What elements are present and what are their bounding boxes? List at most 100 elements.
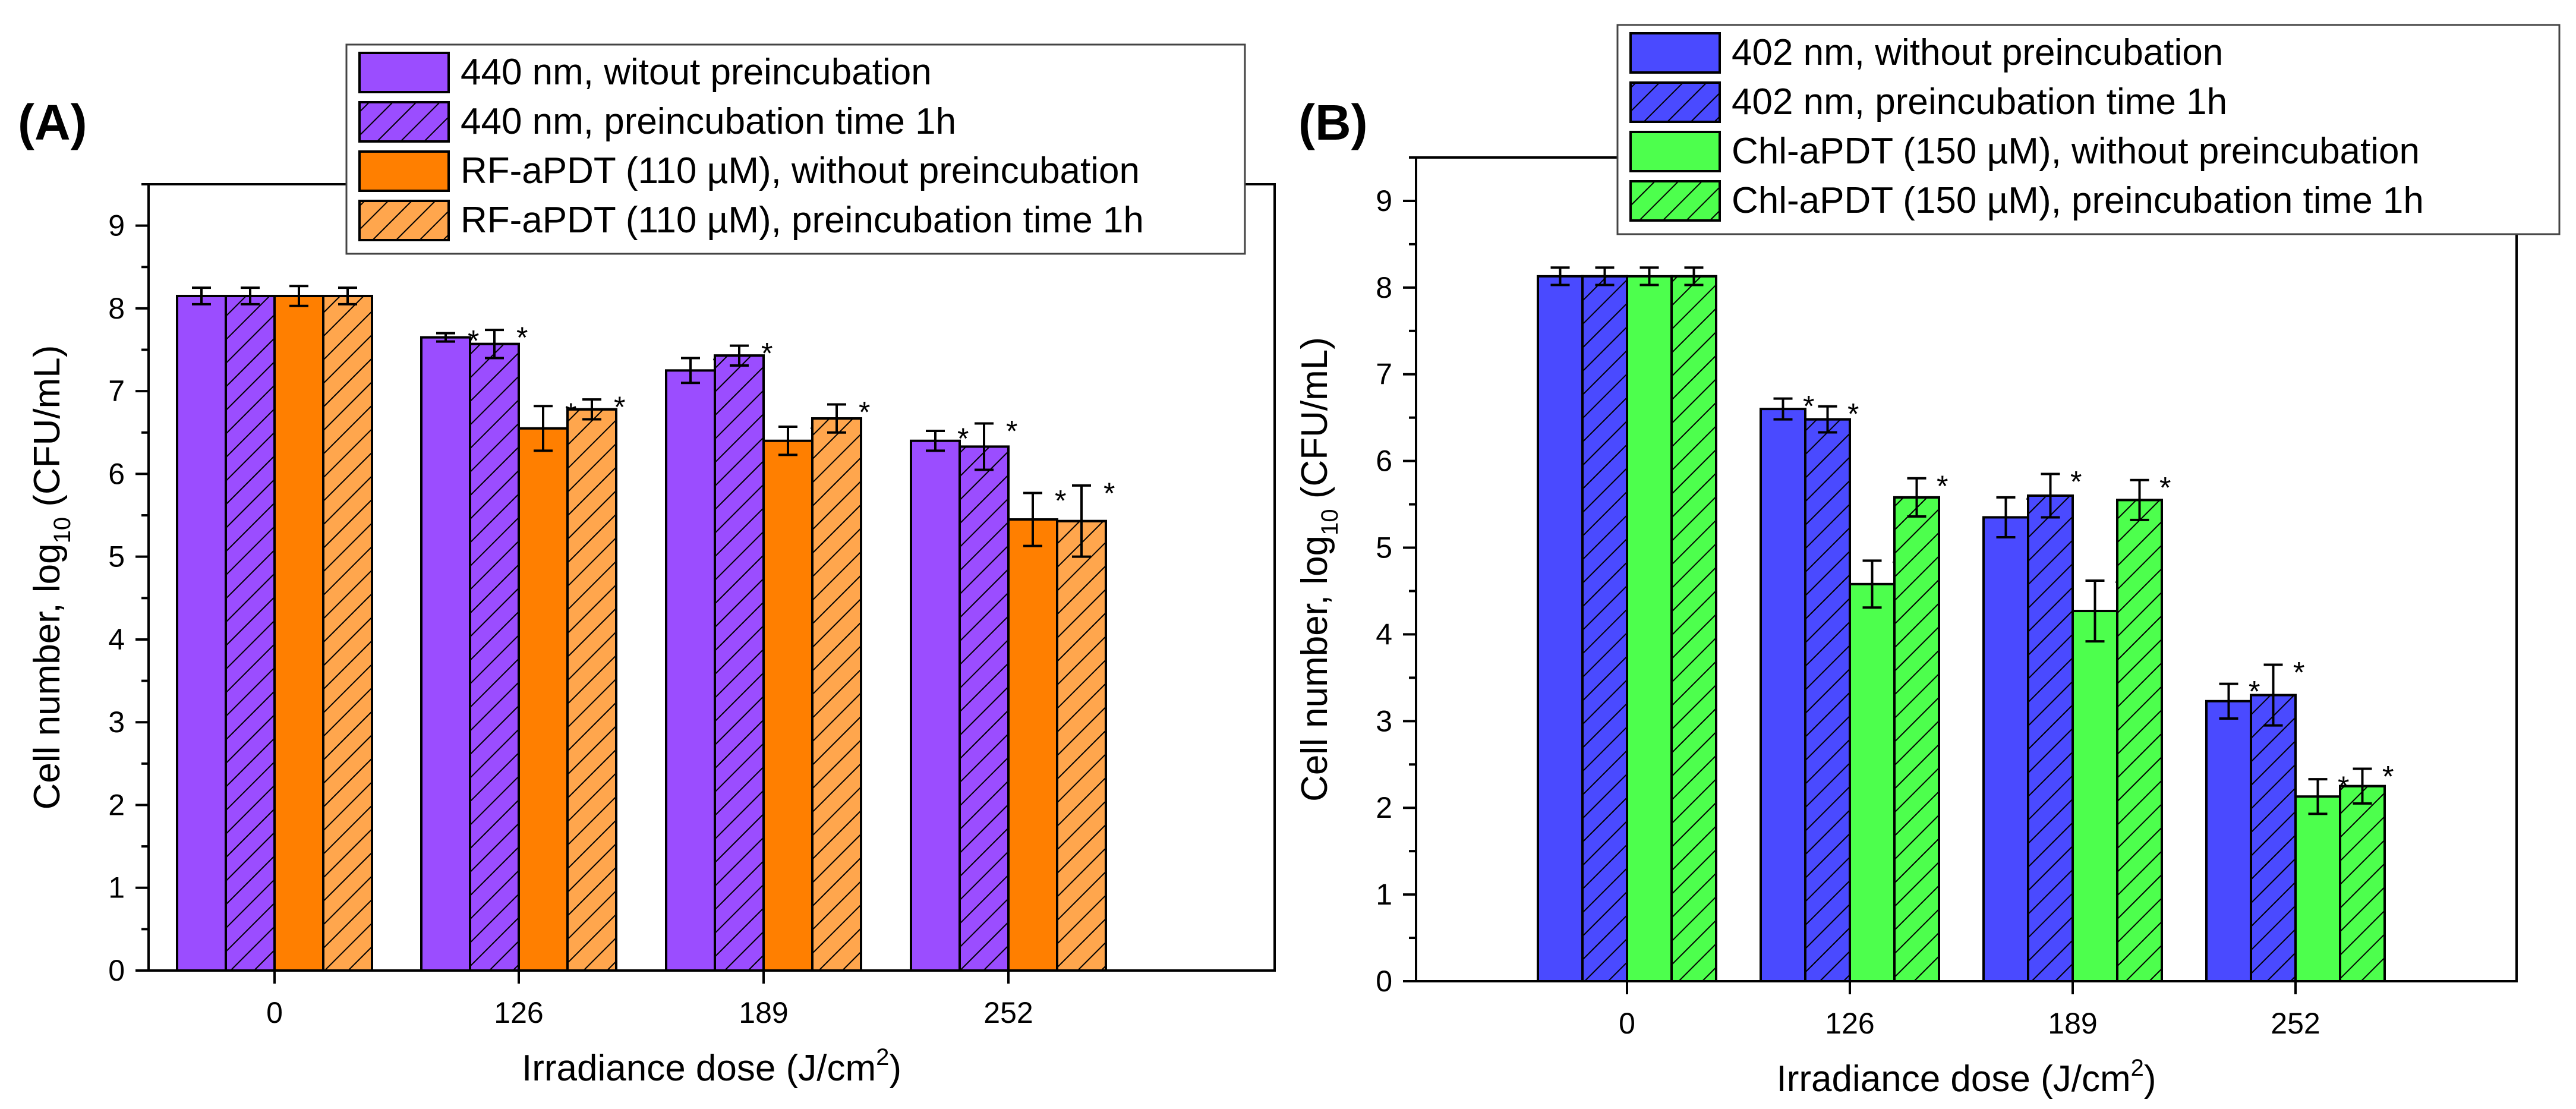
bar-hatch-2-252 — [2250, 694, 2297, 982]
bar-1-0 — [1537, 275, 1584, 983]
legend: 402 nm, without preincubation 402 nm, pre… — [1616, 24, 2561, 235]
y-tick-label: 2 — [108, 788, 125, 821]
panel-a-chart: (A)************01234567890126189252Irrad… — [18, 43, 1276, 1089]
significance-marker: * — [1103, 477, 1115, 510]
y-axis-title-end: (CFU/mL) — [1294, 337, 1335, 509]
bar-1-126 — [1760, 408, 1806, 982]
x-tick-label: 189 — [739, 996, 788, 1029]
bar-1-189 — [665, 369, 716, 972]
significance-marker: * — [516, 321, 528, 354]
x-axis-title: Irradiance dose (J/cm2) — [522, 1044, 901, 1089]
panel-label: (B) — [1298, 94, 1368, 150]
bar-hatch-4-252 — [1056, 519, 1107, 972]
bar-hatch-2-0 — [225, 295, 276, 972]
y-tick-label: 2 — [1376, 791, 1392, 824]
significance-marker: * — [2159, 471, 2171, 505]
x-axis-title-main: Irradiance dose (J/cm — [1776, 1058, 2130, 1099]
legend-entry-3: Chl-aPDT (150 µM), without preincubation — [1732, 131, 2420, 172]
legend-entry-4: RF-aPDT (110 µM), preincubation time 1h — [461, 200, 1144, 241]
bar-hatch-2-252 — [958, 445, 1010, 972]
significance-marker: * — [2382, 760, 2394, 793]
bar-hatch-4-0 — [1670, 275, 1717, 983]
y-axis-title: Cell number, log10 (CFU/mL) — [1294, 337, 1343, 802]
y-tick-label: 3 — [108, 705, 125, 739]
panel-b-chart: (B)************01234567890126189252Irrad… — [1294, 24, 2561, 1099]
y-tick-label: 0 — [1376, 965, 1392, 998]
bar-3-0 — [273, 295, 324, 972]
y-tick-label: 7 — [1376, 358, 1392, 391]
legend-swatch-hatch-4 — [1629, 180, 1721, 222]
y-tick-label: 1 — [108, 871, 125, 905]
y-tick-label: 4 — [108, 623, 125, 656]
significance-marker: * — [1803, 390, 1814, 423]
x-tick-label: 126 — [1825, 1007, 1874, 1040]
y-tick-label: 3 — [1376, 704, 1392, 738]
x-tick-label: 0 — [1619, 1007, 1635, 1040]
legend-swatch-3 — [1629, 131, 1721, 172]
x-axis-title-end: ) — [2144, 1058, 2156, 1099]
bar-hatch-4-189 — [811, 417, 862, 972]
significance-marker: * — [1006, 414, 1017, 448]
legend-swatch-hatch-2 — [1629, 81, 1721, 123]
legend-entry-4: Chl-aPDT (150 µM), preincubation time 1h — [1732, 180, 2424, 221]
x-tick-label: 126 — [494, 996, 543, 1029]
bar-3-0 — [1626, 275, 1673, 983]
x-axis-title-sup: 2 — [876, 1044, 889, 1070]
y-axis-title-sub: 10 — [1317, 509, 1343, 535]
y-axis-title: Cell number, log10 (CFU/mL) — [27, 345, 75, 810]
y-tick-label: 6 — [108, 457, 125, 490]
bar-3-126 — [518, 427, 569, 972]
bar-hatch-4-126 — [1893, 496, 1940, 982]
x-axis-title-sup: 2 — [2131, 1055, 2144, 1081]
x-axis-title: Irradiance dose (J/cm2) — [1776, 1055, 2156, 1099]
significance-marker: * — [1055, 484, 1066, 517]
x-tick-label: 252 — [983, 996, 1033, 1029]
y-tick-label: 9 — [108, 209, 125, 242]
legend-swatch-1 — [1629, 32, 1721, 74]
y-axis-title-end: (CFU/mL) — [27, 345, 68, 517]
legend-entry-2: 402 nm, preincubation time 1h — [1732, 81, 2227, 122]
legend-entry-3: RF-aPDT (110 µM), without preincubation — [461, 150, 1140, 191]
bar-3-252 — [2294, 795, 2341, 983]
legend-entry-2: 440 nm, preincubation time 1h — [461, 101, 956, 142]
bar-hatch-2-189 — [2027, 494, 2074, 982]
bar-1-252 — [910, 439, 961, 972]
x-axis-title-end: ) — [889, 1048, 901, 1089]
legend: 440 nm, witout preincubation 440 nm, prei… — [345, 43, 1246, 255]
legend-entry-1: 402 nm, without preincubation — [1732, 32, 2223, 73]
y-tick-label: 8 — [1376, 271, 1392, 304]
y-tick-label: 4 — [1376, 617, 1392, 651]
bar-3-252 — [1007, 518, 1058, 972]
bar-hatch-4-252 — [2339, 785, 2386, 982]
significance-marker: * — [1937, 470, 1948, 503]
significance-marker: * — [1847, 398, 1859, 431]
legend-box — [345, 43, 1246, 255]
bar-1-0 — [176, 295, 227, 972]
legend-swatch-hatch-4 — [358, 200, 450, 241]
legend-swatch-3 — [358, 150, 450, 192]
bar-hatch-2-126 — [1804, 418, 1851, 982]
y-tick-label: 9 — [1376, 184, 1392, 218]
y-axis-title-main: Cell number, log — [1294, 535, 1335, 802]
panel-label: (A) — [18, 94, 87, 150]
bar-3-189 — [2071, 610, 2118, 982]
legend-swatch-hatch-2 — [358, 101, 450, 143]
bar-hatch-2-0 — [1581, 275, 1628, 983]
legend-swatch-1 — [358, 52, 450, 93]
legend-box — [1616, 24, 2561, 235]
bar-1-189 — [1982, 516, 2029, 982]
significance-marker: * — [859, 395, 870, 429]
legend-entry-1: 440 nm, witout preincubation — [461, 52, 932, 93]
y-tick-label: 0 — [108, 954, 125, 987]
x-tick-label: 0 — [266, 996, 283, 1029]
bar-hatch-2-189 — [714, 354, 765, 972]
bar-hatch-4-126 — [566, 408, 617, 972]
y-tick-label: 5 — [1376, 531, 1392, 565]
y-axis-title-main: Cell number, log — [27, 543, 68, 809]
y-axis-title-sub: 10 — [49, 517, 75, 544]
significance-marker: * — [2293, 656, 2304, 689]
x-axis-title-main: Irradiance dose (J/cm — [522, 1048, 876, 1089]
x-tick-label: 189 — [2048, 1007, 2097, 1040]
y-tick-label: 8 — [108, 292, 125, 325]
